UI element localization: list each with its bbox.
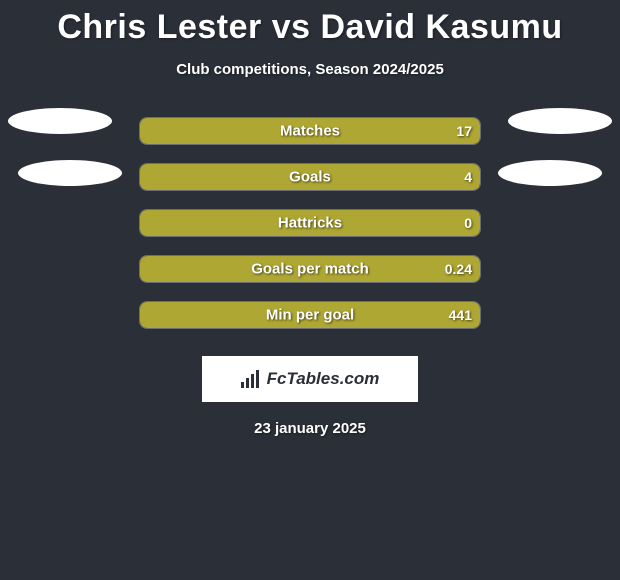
stat-label: Goals per match [251, 261, 369, 278]
comparison-infographic: Chris Lester vs David Kasumu Club compet… [0, 0, 620, 437]
stat-bar: Min per goal 441 [139, 301, 481, 329]
stat-label: Min per goal [266, 307, 354, 324]
stat-bar: Goals 4 [139, 163, 481, 191]
stat-value: 17 [456, 123, 472, 139]
stat-label: Hattricks [278, 215, 342, 232]
bar-chart-icon [241, 370, 263, 388]
logo-text: FcTables.com [267, 369, 380, 389]
stat-row: Hattricks 0 [0, 200, 620, 246]
stat-bar: Goals per match 0.24 [139, 255, 481, 283]
stat-row: Min per goal 441 [0, 292, 620, 338]
subtitle: Club competitions, Season 2024/2025 [0, 61, 620, 78]
stat-value: 441 [449, 307, 472, 323]
stat-value: 0.24 [445, 261, 472, 277]
stat-bar: Hattricks 0 [139, 209, 481, 237]
stat-value: 0 [464, 215, 472, 231]
stats-area: Matches 17 Goals 4 Hattricks 0 Goals per match… [0, 108, 620, 338]
date-label: 23 january 2025 [0, 420, 620, 437]
stat-row: Goals 4 [0, 154, 620, 200]
stat-row: Goals per match 0.24 [0, 246, 620, 292]
stat-value: 4 [464, 169, 472, 185]
stats-rows: Matches 17 Goals 4 Hattricks 0 Goals per match… [0, 108, 620, 338]
stat-row: Matches 17 [0, 108, 620, 154]
stat-label: Matches [280, 123, 340, 140]
stat-bar: Matches 17 [139, 117, 481, 145]
stat-label: Goals [289, 169, 331, 186]
page-title: Chris Lester vs David Kasumu [0, 8, 620, 47]
fctables-logo: FcTables.com [202, 356, 418, 402]
